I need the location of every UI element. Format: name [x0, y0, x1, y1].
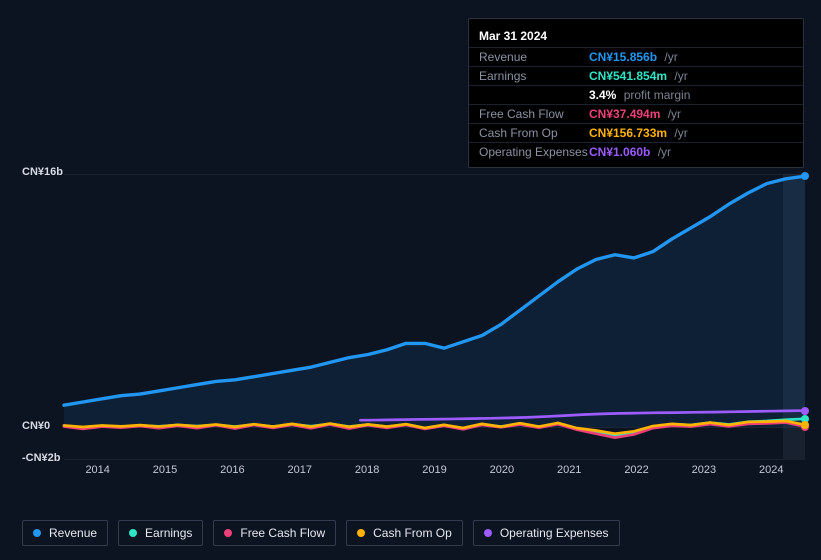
tooltip-row: Cash From OpCN¥156.733m /yr: [469, 123, 803, 142]
legend-item-revenue[interactable]: Revenue: [22, 520, 108, 546]
legend-item-earnings[interactable]: Earnings: [118, 520, 203, 546]
tooltip-row-label: Cash From Op: [479, 126, 589, 140]
plot-area[interactable]: [64, 174, 805, 460]
legend-dot-icon: [33, 529, 41, 537]
tooltip-row: RevenueCN¥15.856b /yr: [469, 47, 803, 66]
x-axis: 2014201520162017201820192020202120222023…: [64, 464, 805, 480]
tooltip-row-unit: /yr: [654, 145, 671, 159]
tooltip-row-label: Operating Expenses: [479, 145, 589, 159]
gridline: [64, 459, 805, 460]
x-axis-tick: 2018: [333, 464, 400, 480]
tooltip-row-label: Earnings: [479, 69, 589, 83]
revenue-end-marker: [801, 172, 809, 180]
legend: Revenue Earnings Free Cash Flow Cash From O…: [22, 520, 620, 546]
tooltip-panel: Mar 31 2024 RevenueCN¥15.856b /yrEarning…: [468, 18, 804, 168]
tooltip-row-label: Revenue: [479, 50, 589, 64]
x-axis-tick: 2020: [468, 464, 535, 480]
x-axis-tick: 2022: [603, 464, 670, 480]
tooltip-row: 3.4% profit margin: [469, 85, 803, 104]
legend-item-label: Revenue: [49, 526, 97, 540]
tooltip-row-unit: profit margin: [620, 88, 690, 102]
x-axis-tick: 2017: [266, 464, 333, 480]
legend-item-fcf[interactable]: Free Cash Flow: [213, 520, 336, 546]
tooltip-row-unit: /yr: [671, 126, 688, 140]
tooltip-row-unit: /yr: [661, 50, 678, 64]
tooltip-row-value: CN¥15.856b /yr: [589, 50, 678, 64]
legend-item-label: Free Cash Flow: [240, 526, 325, 540]
legend-dot-icon: [357, 529, 365, 537]
legend-dot-icon: [484, 529, 492, 537]
legend-dot-icon: [224, 529, 232, 537]
tooltip-row-label: Free Cash Flow: [479, 107, 589, 121]
legend-dot-icon: [129, 529, 137, 537]
tooltip-row: Operating ExpensesCN¥1.060b /yr: [469, 142, 803, 161]
x-axis-tick: 2023: [670, 464, 737, 480]
y-axis-label: CN¥0: [22, 420, 50, 432]
tooltip-row: Free Cash FlowCN¥37.494m /yr: [469, 104, 803, 123]
legend-item-label: Operating Expenses: [500, 526, 609, 540]
tooltip-row-value: CN¥37.494m /yr: [589, 107, 681, 121]
legend-item-label: Earnings: [145, 526, 192, 540]
legend-item-opex[interactable]: Operating Expenses: [473, 520, 620, 546]
cfo-end-marker: [801, 421, 809, 429]
tooltip-row-value: 3.4% profit margin: [589, 88, 690, 102]
tooltip-date: Mar 31 2024: [469, 25, 803, 47]
tooltip-row-value: CN¥1.060b /yr: [589, 145, 671, 159]
financial-chart: CN¥16b CN¥0 -CN¥2b 20142015201620172018201…: [16, 160, 805, 480]
x-axis-tick: 2016: [199, 464, 266, 480]
tooltip-row: EarningsCN¥541.854m /yr: [469, 66, 803, 85]
x-axis-tick: 2024: [738, 464, 805, 480]
tooltip-row-unit: /yr: [671, 69, 688, 83]
tooltip-row-value: CN¥156.733m /yr: [589, 126, 688, 140]
opex-end-marker: [801, 407, 809, 415]
legend-item-label: Cash From Op: [373, 526, 452, 540]
y-axis-label: CN¥16b: [22, 166, 63, 178]
tooltip-row-unit: /yr: [664, 107, 681, 121]
x-axis-tick: 2015: [131, 464, 198, 480]
y-axis-label: -CN¥2b: [22, 452, 61, 464]
x-axis-tick: 2019: [401, 464, 468, 480]
legend-item-cfo[interactable]: Cash From Op: [346, 520, 463, 546]
x-axis-tick: 2014: [64, 464, 131, 480]
tooltip-row-value: CN¥541.854m /yr: [589, 69, 688, 83]
x-axis-tick: 2021: [536, 464, 603, 480]
